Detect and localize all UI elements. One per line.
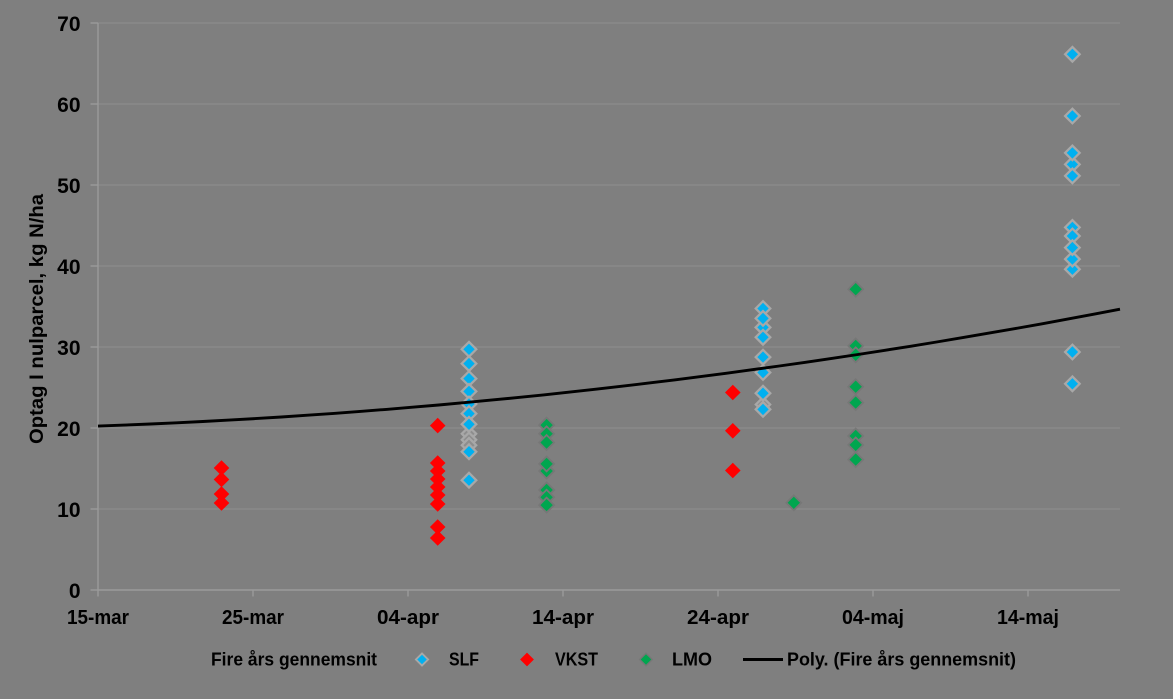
svg-text:40: 40 <box>57 256 80 279</box>
svg-text:14-maj: 14-maj <box>997 607 1059 629</box>
svg-text:Optag I nulparcel, kg N/ha: Optag I nulparcel, kg N/ha <box>27 194 48 444</box>
svg-text:Fire års gennemsnit: Fire års gennemsnit <box>211 649 377 670</box>
svg-text:70: 70 <box>57 13 80 36</box>
svg-text:50: 50 <box>57 175 80 198</box>
svg-text:04-apr: 04-apr <box>377 607 439 629</box>
svg-text:04-maj: 04-maj <box>842 607 904 629</box>
svg-text:SLF: SLF <box>449 649 479 670</box>
svg-text:25-mar: 25-mar <box>222 607 284 629</box>
svg-text:24-apr: 24-apr <box>687 607 749 629</box>
svg-text:14-apr: 14-apr <box>532 607 594 629</box>
svg-text:10: 10 <box>57 499 80 522</box>
svg-text:LMO: LMO <box>672 649 712 670</box>
svg-text:30: 30 <box>57 337 80 360</box>
svg-text:Poly. (Fire års gennemsnit): Poly. (Fire års gennemsnit) <box>787 649 1016 670</box>
svg-text:60: 60 <box>57 94 80 117</box>
svg-text:VKST: VKST <box>555 649 599 670</box>
svg-text:0: 0 <box>69 580 81 603</box>
svg-text:20: 20 <box>57 418 80 441</box>
svg-text:15-mar: 15-mar <box>67 607 129 629</box>
